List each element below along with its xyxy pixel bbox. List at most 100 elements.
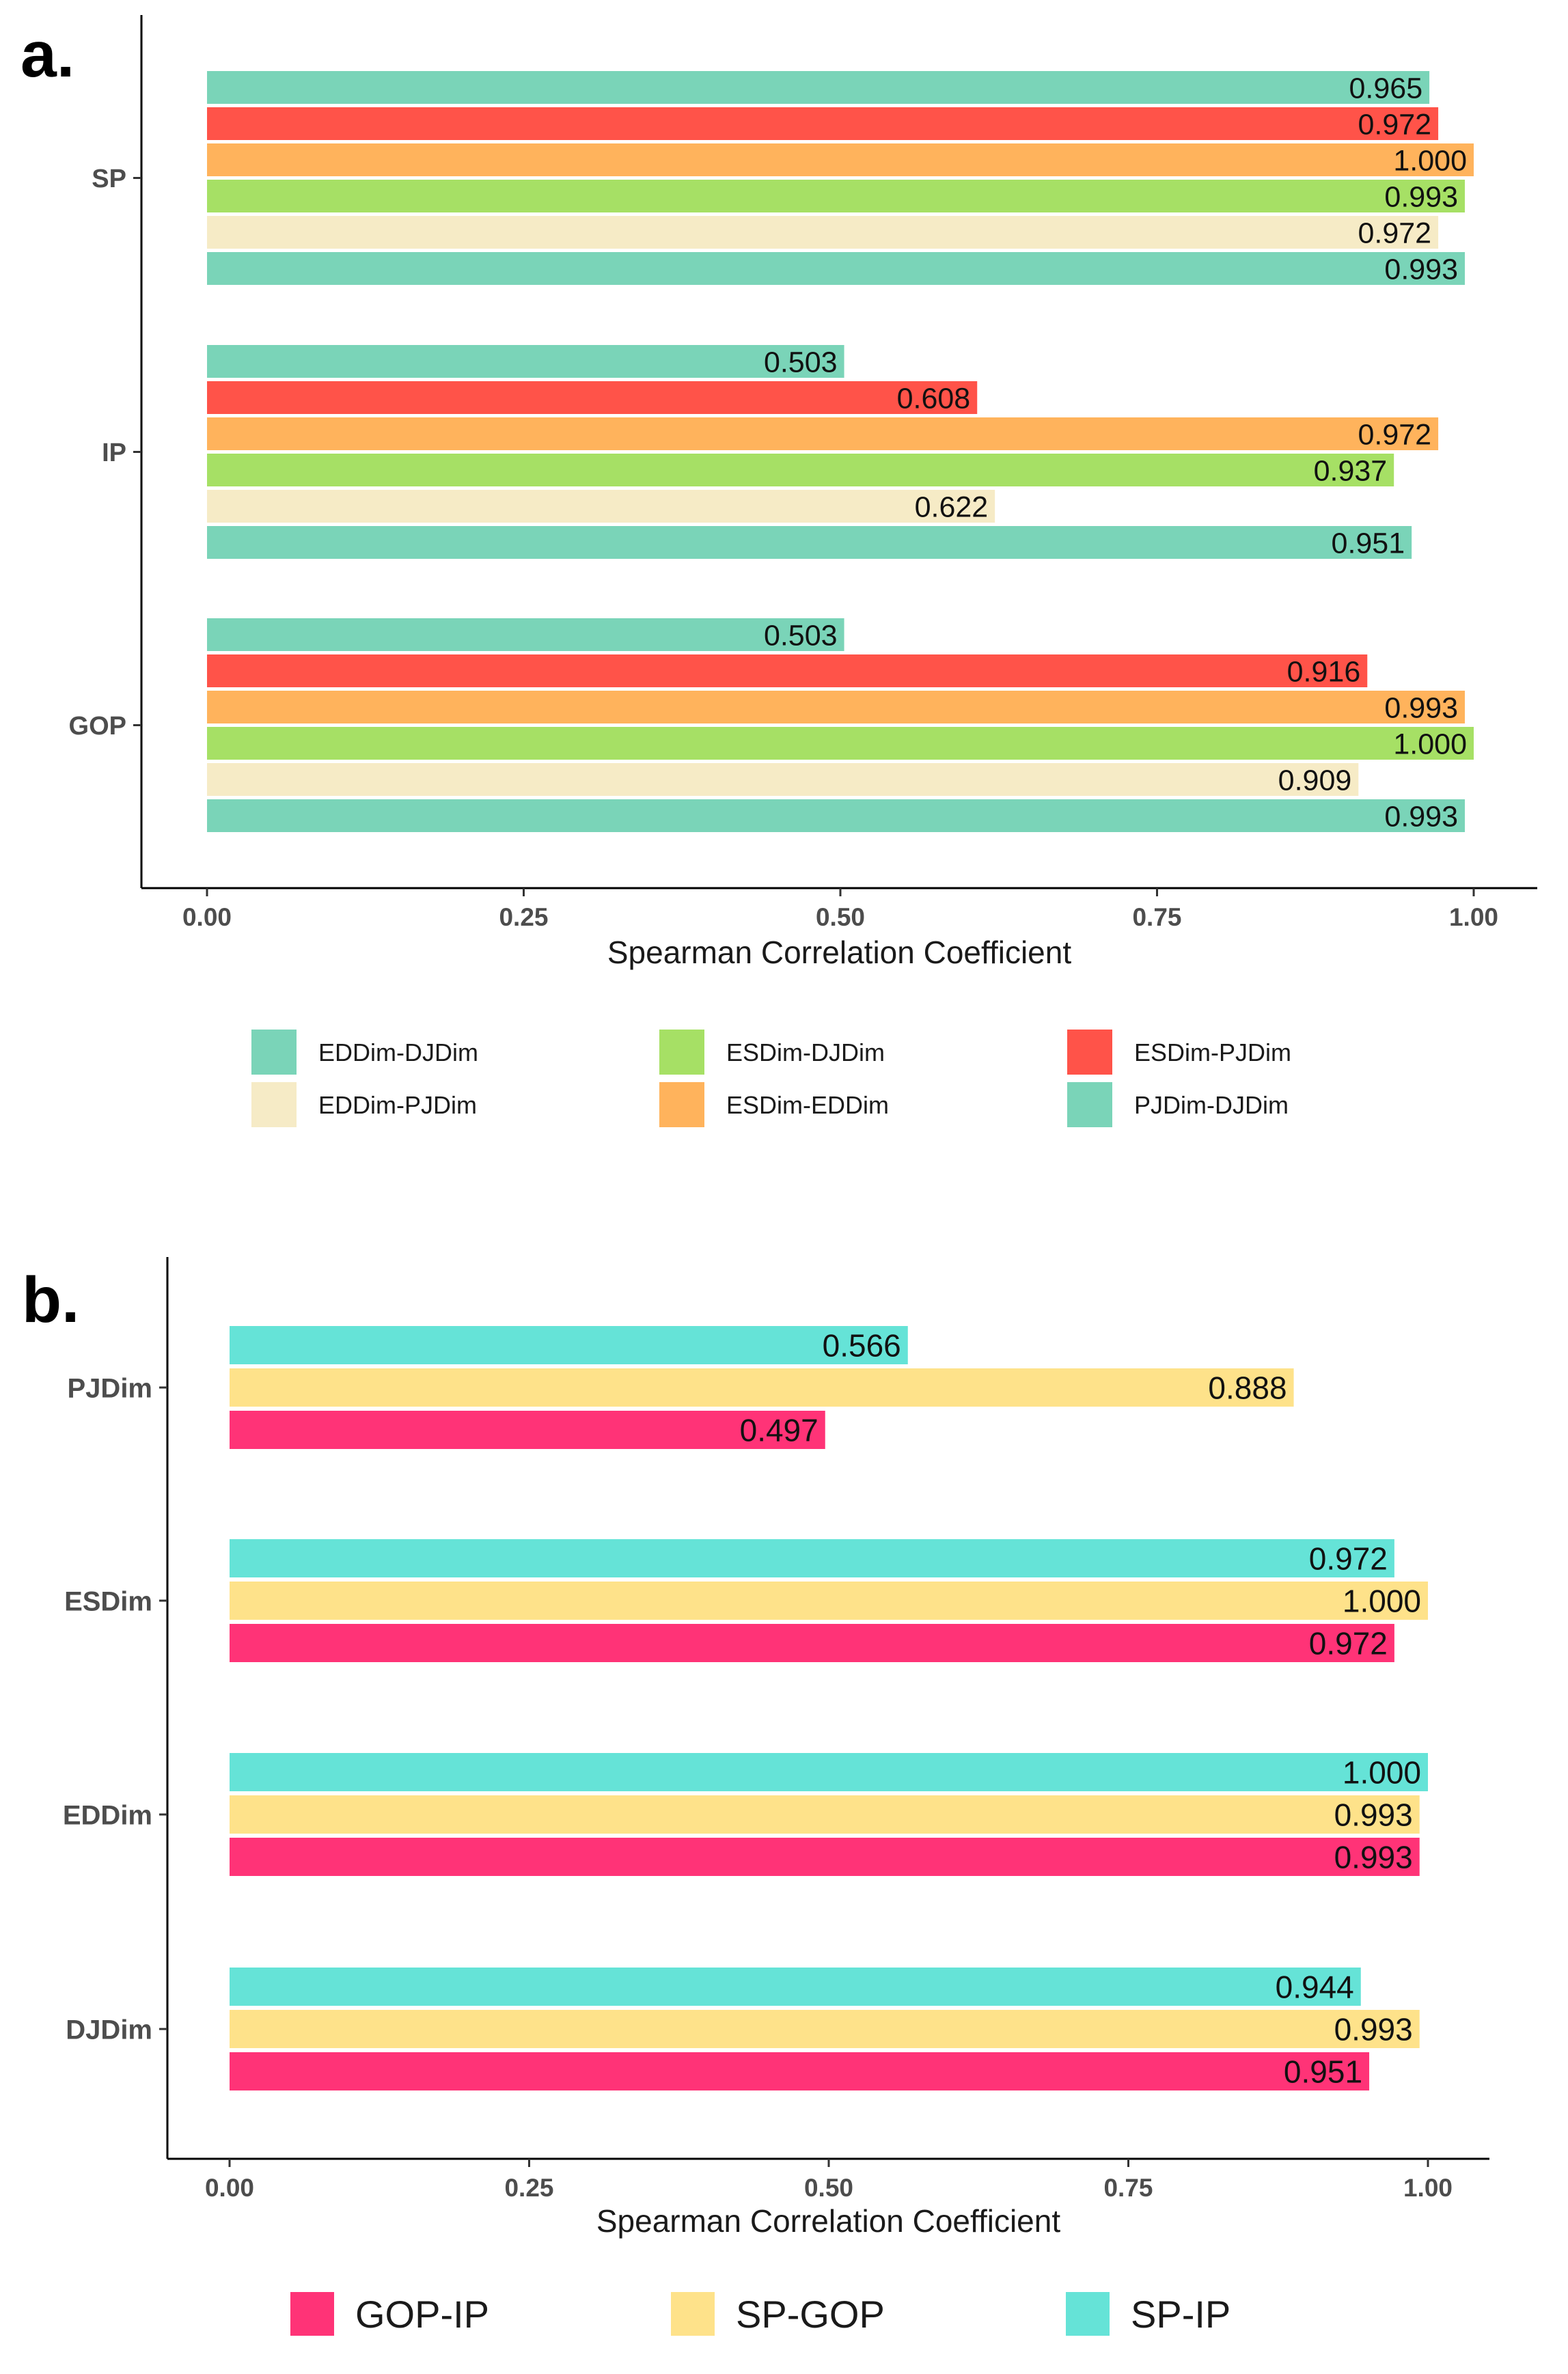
bar (230, 1368, 1294, 1407)
bar (207, 618, 844, 651)
legend-swatch (251, 1030, 297, 1075)
legend-swatch (671, 2292, 715, 2336)
data-label: 1.000 (1343, 1755, 1421, 1791)
data-label: 0.993 (1334, 1840, 1413, 1875)
data-label: 1.000 (1393, 144, 1467, 177)
legend: EDDim-DJDim ESDim-DJDim ESDim-PJDim EDDim-P… (251, 1030, 1291, 1127)
data-label: 0.503 (764, 619, 838, 652)
data-label: 0.944 (1276, 1970, 1354, 2005)
category-label: PJDim (68, 1373, 153, 1403)
panel-label: a. (20, 18, 74, 91)
legend-label: GOP-IP (355, 2293, 489, 2336)
data-label: 0.951 (1332, 527, 1405, 560)
data-label: 0.972 (1358, 217, 1431, 249)
data-label: 0.951 (1284, 2054, 1362, 2090)
data-label: 0.993 (1384, 180, 1458, 213)
x-tick-label: 0.00 (182, 903, 232, 931)
x-tick-label: 0.50 (804, 2174, 853, 2202)
bar (207, 490, 995, 523)
x-tick-label: 0.75 (1132, 903, 1181, 931)
data-label: 0.566 (823, 1328, 901, 1364)
category-label: ESDim (64, 1586, 152, 1616)
data-label: 0.972 (1309, 1541, 1388, 1577)
x-tick-label: 1.00 (1403, 2174, 1453, 2202)
legend-label: SP-IP (1131, 2293, 1230, 2336)
category-label: DJDim (66, 2015, 152, 2045)
bar (230, 1326, 908, 1364)
bar (207, 417, 1439, 450)
data-label: 0.888 (1208, 1370, 1287, 1406)
bar (207, 107, 1439, 140)
legend-label: PJDim-DJDim (1134, 1091, 1289, 1119)
bar (207, 216, 1439, 249)
data-label: 0.909 (1278, 764, 1352, 797)
bar (207, 345, 844, 378)
legend-swatch (659, 1030, 704, 1075)
data-label: 0.622 (915, 491, 989, 523)
x-tick-label: 0.50 (816, 903, 865, 931)
x-axis-title: Spearman Correlation Coefficient (596, 2203, 1061, 2239)
bar (207, 763, 1359, 796)
bar (230, 2010, 1420, 2048)
bar (207, 71, 1430, 104)
bar (207, 654, 1368, 687)
data-label: 0.972 (1358, 418, 1431, 451)
bar (230, 2052, 1370, 2090)
legend-swatch (1067, 1082, 1112, 1127)
legend-label: SP-GOP (736, 2293, 885, 2336)
data-label: 0.608 (897, 382, 971, 415)
panel-label: b. (22, 1264, 79, 1336)
data-label: 0.916 (1287, 655, 1361, 688)
category-label: SP (92, 165, 126, 193)
bar (207, 799, 1466, 832)
data-label: 0.937 (1314, 454, 1388, 487)
bar (230, 1411, 825, 1449)
legend-label: ESDim-PJDim (1134, 1038, 1291, 1066)
bar (230, 1539, 1394, 1577)
data-label: 0.993 (1384, 800, 1458, 833)
panel-a: a. 0.00 0.25 0.50 0.75 1.00 Spearman Correlati… (20, 15, 1537, 1127)
legend-swatch (1066, 2292, 1110, 2336)
x-tick-label: 1.00 (1449, 903, 1498, 931)
bar (207, 727, 1474, 760)
bar (230, 1624, 1394, 1662)
bar (230, 1795, 1420, 1834)
data-label: 0.993 (1334, 2012, 1413, 2047)
bar (207, 691, 1466, 723)
data-label: 0.503 (764, 346, 838, 378)
x-tick-label: 0.75 (1103, 2174, 1153, 2202)
category-label: IP (102, 439, 126, 467)
data-label: 1.000 (1393, 728, 1467, 760)
legend-label: EDDim-PJDim (318, 1091, 477, 1119)
bar (230, 1968, 1361, 2006)
x-axis-title: Spearman Correlation Coefficient (607, 935, 1072, 970)
data-label: 0.497 (740, 1413, 819, 1448)
bar (230, 1838, 1420, 1876)
legend: GOP-IP SP-GOP SP-IP (290, 2292, 1230, 2336)
bar (207, 143, 1474, 176)
bar (207, 526, 1412, 559)
bar (207, 252, 1466, 285)
bar (230, 1582, 1428, 1620)
legend-label: ESDim-EDDim (726, 1091, 889, 1119)
data-label: 1.000 (1343, 1584, 1421, 1619)
data-label: 0.993 (1334, 1797, 1413, 1833)
category-label: GOP (69, 712, 126, 741)
data-label: 0.993 (1384, 691, 1458, 724)
bar (207, 381, 978, 414)
data-label: 0.972 (1358, 108, 1431, 141)
data-label: 0.993 (1384, 253, 1458, 286)
legend-swatch (1067, 1030, 1112, 1075)
bar (230, 1753, 1428, 1791)
legend-swatch (290, 2292, 334, 2336)
data-label: 0.972 (1309, 1626, 1388, 1661)
data-label: 0.965 (1349, 72, 1423, 105)
legend-label: ESDim-DJDim (726, 1038, 885, 1066)
legend-label: EDDim-DJDim (318, 1038, 478, 1066)
legend-swatch (251, 1082, 297, 1127)
x-tick-label: 0.00 (205, 2174, 254, 2202)
category-label: EDDim (63, 1800, 152, 1830)
bar (207, 454, 1394, 486)
legend-swatch (659, 1082, 704, 1127)
